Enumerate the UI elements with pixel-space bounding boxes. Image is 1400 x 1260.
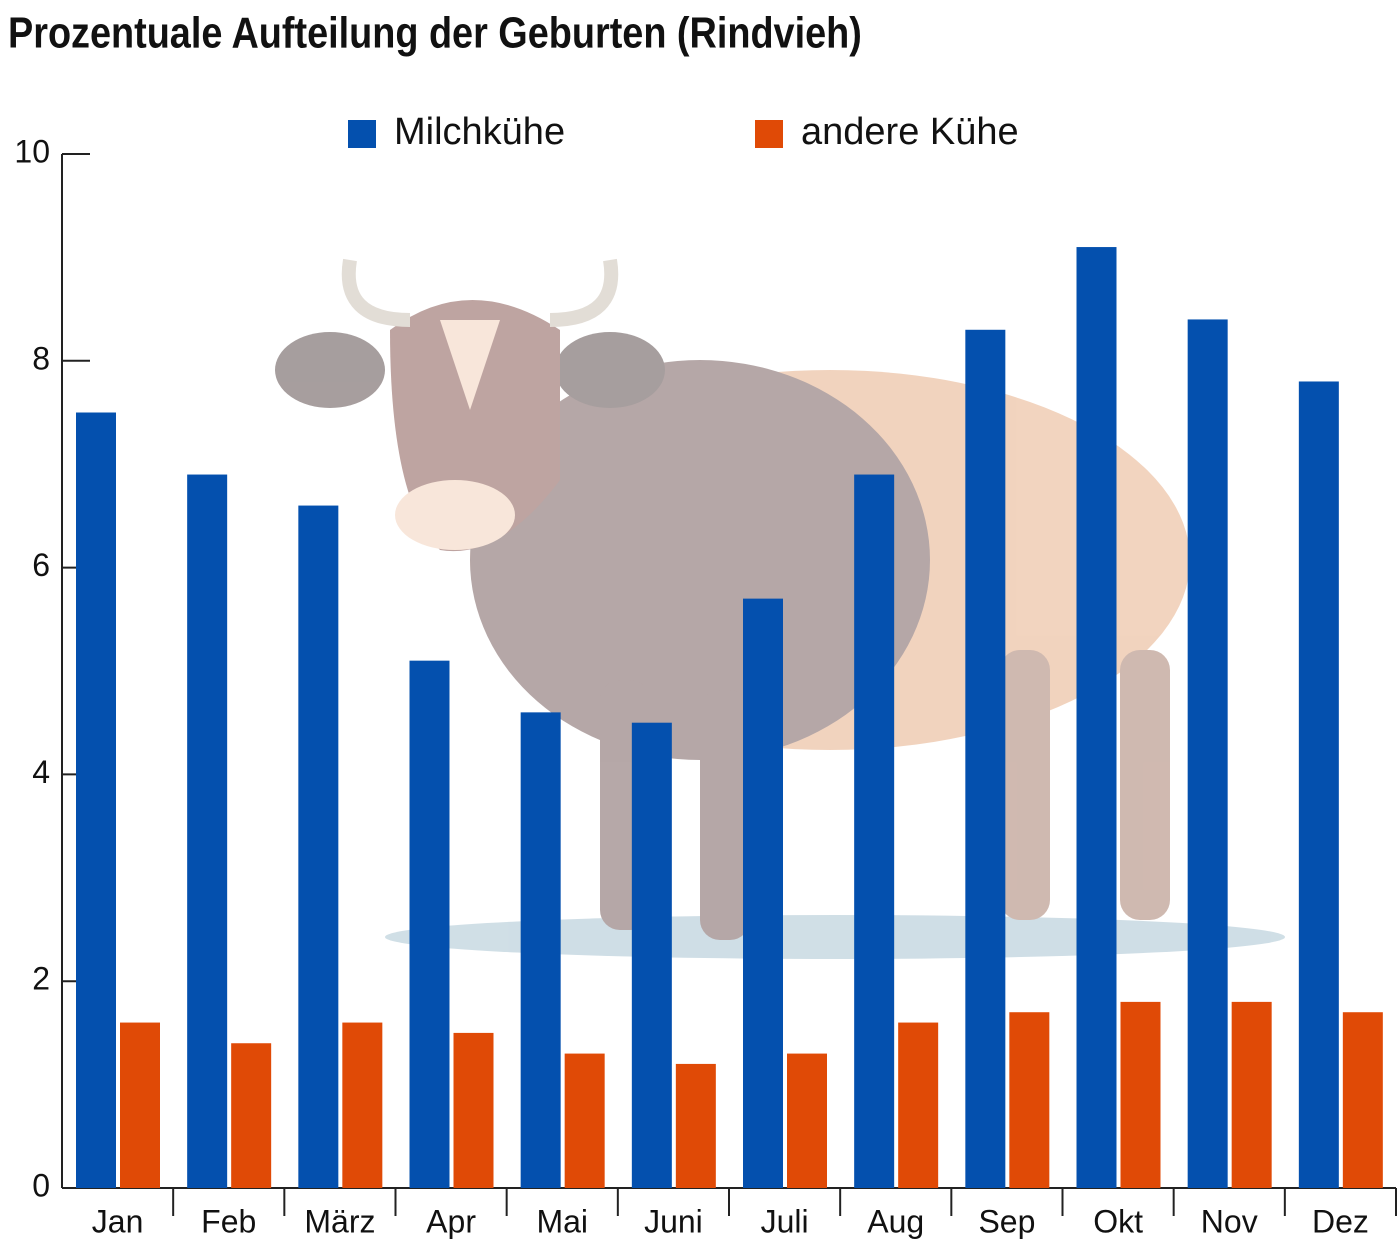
bar [409,660,450,1188]
legend-label: andere Kühe [801,111,1019,153]
x-tick-label: Sep [978,1203,1035,1239]
x-tick-label: Dez [1312,1203,1369,1239]
bar [564,1053,605,1188]
bar [898,1022,939,1188]
bar [1342,1012,1383,1188]
bar [520,712,561,1188]
bar [453,1032,494,1188]
y-tick-label: 10 [14,133,50,169]
bar [1120,1001,1161,1188]
y-tick-label: 4 [32,754,50,790]
bar [787,1053,827,1188]
y-tick-label: 8 [32,340,50,376]
x-tick-label: Juli [761,1203,809,1239]
bar [743,598,783,1188]
x-tick-label: Juni [644,1203,703,1239]
x-tick-label: Jan [92,1203,144,1239]
bar [187,474,228,1188]
bar [1298,381,1339,1189]
bar [120,1022,160,1188]
x-tick-label: Aug [867,1203,924,1239]
bar [1009,1012,1050,1188]
x-tick-label: Feb [201,1203,256,1239]
x-tick-label: März [304,1203,375,1239]
y-tick-label: 6 [32,547,50,583]
legend-swatch [348,120,376,148]
bar [675,1063,716,1188]
chart-title: Prozentuale Aufteilung der Geburten (Rin… [8,8,862,57]
bar [1076,247,1117,1188]
bar [76,412,116,1188]
bar [1187,319,1228,1188]
bar [1231,1001,1272,1188]
bar [965,329,1006,1188]
y-tick-label: 2 [32,961,50,997]
legend-swatch [755,120,783,148]
bar [631,722,672,1188]
x-tick-label: Mai [536,1203,588,1239]
bar [342,1022,383,1188]
title-group: Prozentuale Aufteilung der Geburten (Rin… [8,8,862,57]
bar [298,505,339,1188]
legend-label: Milchkühe [394,111,565,153]
x-tick-label: Okt [1093,1203,1143,1239]
x-tick-label: Nov [1201,1203,1258,1239]
bar [231,1043,272,1188]
cow-illustration [275,258,1285,959]
x-tick-label: Apr [426,1203,476,1239]
bar [854,474,895,1188]
y-tick-label: 0 [32,1167,50,1203]
